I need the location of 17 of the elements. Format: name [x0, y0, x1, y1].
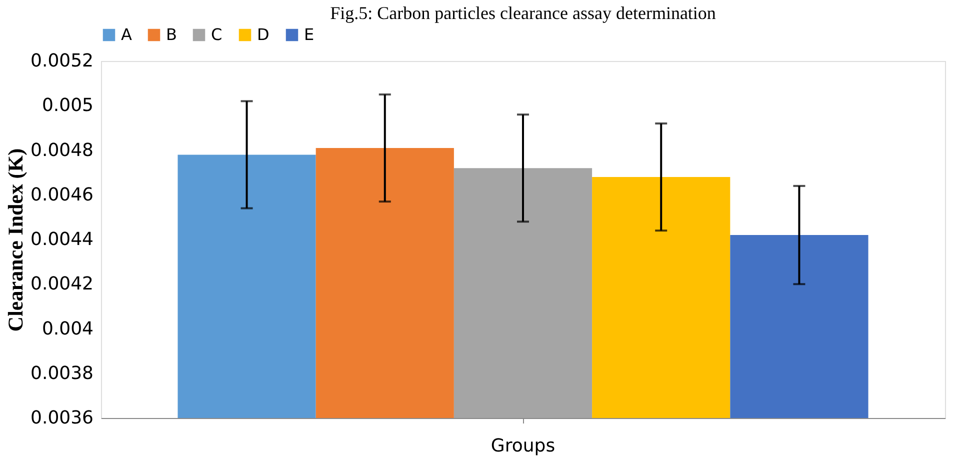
y-tick-label: 0.005	[42, 95, 94, 116]
y-tick-label: 0.0044	[30, 229, 94, 250]
y-tick-label: 0.0036	[30, 408, 94, 428]
y-tick-label: 0.0046	[30, 184, 94, 206]
y-tick-label: 0.0038	[30, 362, 94, 384]
y-tick-label: 0.004	[42, 318, 94, 340]
y-axis-title: Clearance Index (K)	[4, 148, 28, 332]
chart-title: Fig.5: Carbon particles clearance assay determination	[330, 3, 716, 23]
y-tick-label: 0.0052	[30, 50, 94, 72]
legend-label: B	[166, 25, 177, 44]
legend-label: A	[121, 25, 132, 44]
legend-label: E	[304, 25, 314, 44]
legend-label: D	[257, 25, 270, 44]
y-tick-label: 0.0042	[30, 274, 94, 295]
x-tick-label: Groups	[490, 436, 556, 456]
legend-label: C	[211, 25, 222, 44]
y-tick-label: 0.0048	[30, 140, 94, 161]
